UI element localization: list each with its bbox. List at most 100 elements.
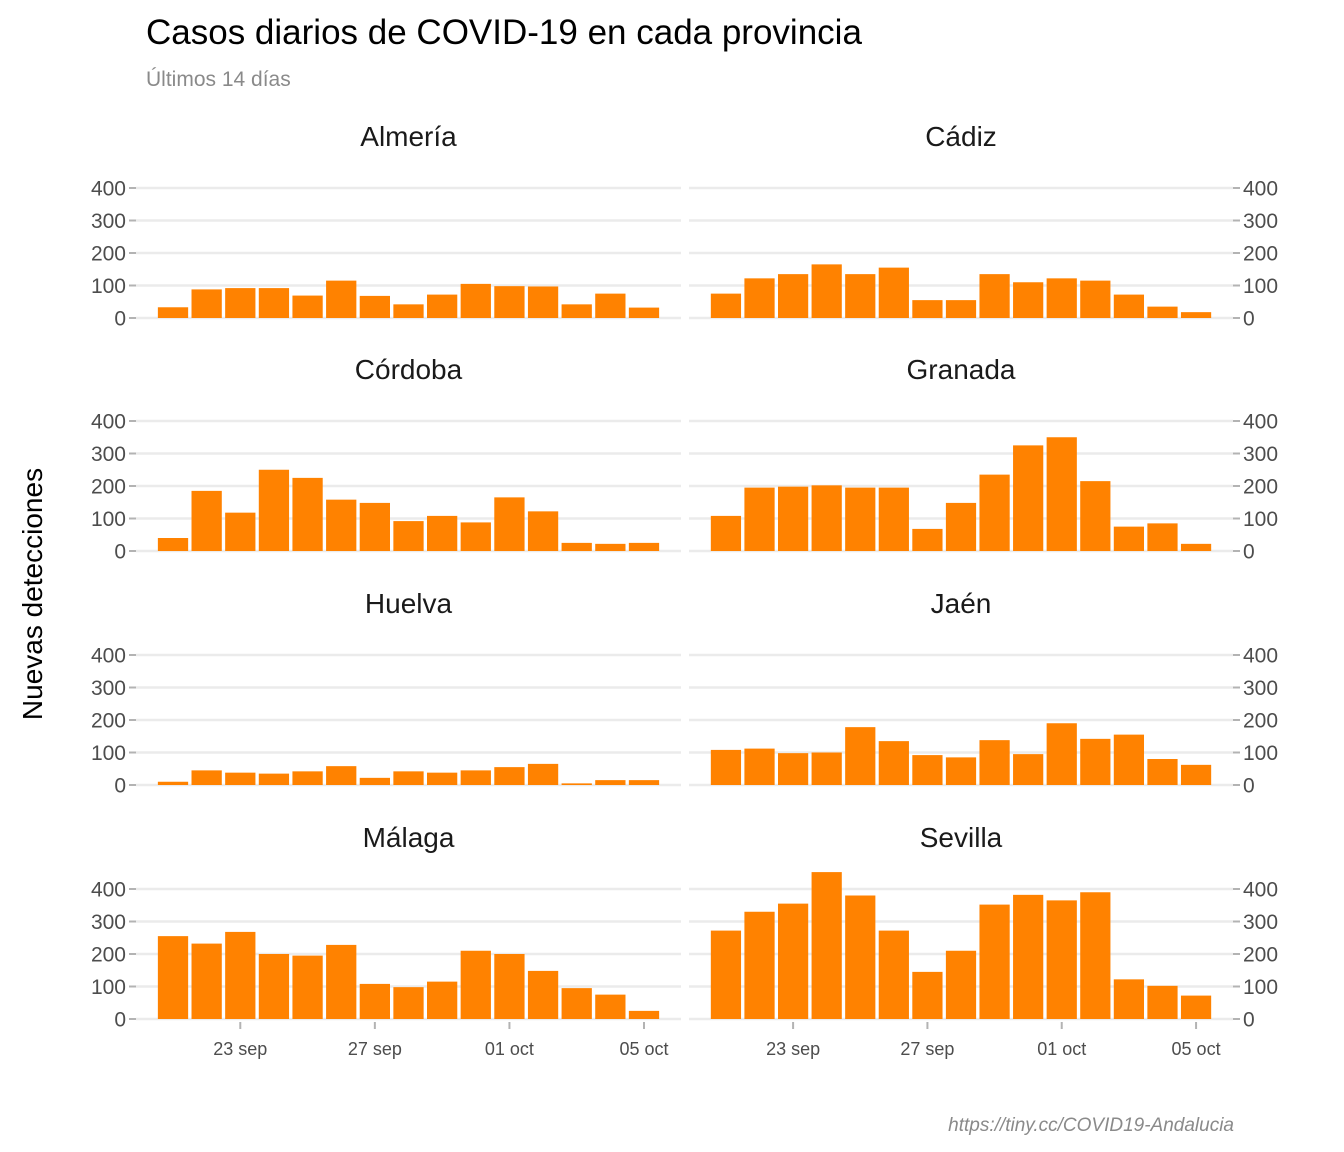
chart-caption: https://tiny.cc/COVID19-Andalucia — [948, 1115, 1234, 1136]
y-tick-label: 200 — [1243, 243, 1278, 266]
bar — [427, 294, 458, 318]
bar — [326, 280, 357, 318]
bar — [191, 943, 222, 1019]
panel-7: Sevilla 0 100 200 300 400 23 sep 27 sep 01 oct 05… — [689, 822, 1278, 1059]
bar — [811, 264, 842, 318]
panel-5: Jaén 0 100 200 300 400 — [689, 588, 1278, 798]
y-tick-label: 100 — [91, 275, 126, 298]
y-tick-label: 400 — [1243, 879, 1278, 902]
bar — [292, 477, 323, 551]
bar — [777, 753, 809, 785]
y-tick-label: 400 — [91, 178, 126, 201]
y-tick-label: 300 — [1243, 911, 1278, 934]
bar — [1080, 738, 1111, 785]
bar — [157, 936, 189, 1019]
bar — [1113, 734, 1145, 785]
panel-title: Córdoba — [355, 354, 463, 385]
bar — [494, 767, 525, 785]
bar — [561, 783, 592, 785]
bar — [225, 931, 256, 1019]
bar — [945, 502, 977, 551]
bar — [1113, 979, 1145, 1019]
y-tick-label: 200 — [91, 476, 126, 499]
bar — [1013, 754, 1044, 785]
bar — [292, 955, 323, 1019]
bar — [393, 987, 424, 1019]
y-tick-label: 300 — [1243, 443, 1278, 466]
bar — [945, 757, 977, 785]
bar — [561, 304, 592, 318]
y-tick-label: 0 — [1243, 775, 1255, 798]
bar — [258, 469, 290, 551]
x-tick-label: 05 oct — [1172, 1039, 1221, 1059]
bar — [191, 289, 222, 318]
y-tick-label: 400 — [1243, 645, 1278, 668]
bar — [359, 983, 390, 1019]
bar — [427, 981, 458, 1019]
chart-subtitle: Últimos 14 días — [146, 68, 291, 91]
panel-6: Málaga 0 100 200 300 400 23 sep 27 sep 01 oct 05 … — [91, 822, 681, 1059]
bar — [1046, 900, 1077, 1019]
bar — [157, 307, 189, 318]
bar — [460, 950, 491, 1019]
bar — [595, 543, 626, 551]
bar — [595, 780, 626, 785]
bar — [1080, 280, 1111, 318]
y-tick-label: 200 — [91, 243, 126, 266]
bar — [628, 542, 660, 551]
bar — [494, 286, 525, 318]
bar — [494, 497, 525, 551]
y-tick-label: 0 — [114, 308, 126, 331]
bar — [1180, 764, 1212, 785]
panel-title: Granada — [907, 354, 1016, 385]
bar — [258, 288, 290, 318]
bar — [979, 740, 1010, 785]
bar — [326, 499, 357, 551]
y-tick-label: 100 — [1243, 976, 1278, 999]
y-tick-label: 0 — [114, 775, 126, 798]
bar — [979, 474, 1010, 551]
bar — [157, 781, 189, 785]
bar — [744, 278, 775, 318]
x-tick-label: 01 oct — [1037, 1039, 1086, 1059]
bar — [1013, 445, 1044, 551]
bar — [326, 944, 357, 1019]
bar — [744, 748, 775, 785]
y-tick-label: 300 — [91, 911, 126, 934]
bar — [1046, 437, 1077, 551]
panel-title: Cádiz — [925, 121, 997, 152]
bar — [460, 522, 491, 551]
y-tick-label: 200 — [1243, 476, 1278, 499]
panel-title: Huelva — [365, 588, 453, 619]
y-tick-label: 300 — [1243, 210, 1278, 233]
bar — [878, 267, 909, 318]
bar — [225, 288, 256, 318]
bar — [527, 763, 559, 785]
bar — [527, 970, 559, 1019]
bar — [710, 749, 742, 785]
bar — [710, 293, 742, 318]
bar — [258, 954, 290, 1019]
bar — [494, 954, 525, 1019]
bar — [1180, 312, 1212, 318]
chart-title: Casos diarios de COVID-19 en cada provin… — [146, 13, 862, 52]
x-tick-label: 27 sep — [348, 1039, 402, 1059]
y-tick-label: 300 — [91, 443, 126, 466]
bar — [777, 274, 809, 318]
panel-4: Huelva 0 100 200 300 400 — [91, 588, 681, 798]
x-tick-label: 27 sep — [900, 1039, 954, 1059]
bar — [845, 727, 876, 785]
bar — [1046, 723, 1077, 785]
y-tick-label: 0 — [1243, 1009, 1255, 1032]
y-tick-label: 100 — [91, 976, 126, 999]
panel-title: Jaén — [931, 588, 992, 619]
bar — [744, 911, 775, 1019]
bar — [1180, 543, 1212, 551]
bar — [710, 930, 742, 1019]
bar — [527, 511, 559, 551]
bar — [1080, 892, 1111, 1019]
bar — [912, 971, 943, 1019]
y-tick-label: 100 — [91, 508, 126, 531]
bar — [359, 502, 390, 551]
